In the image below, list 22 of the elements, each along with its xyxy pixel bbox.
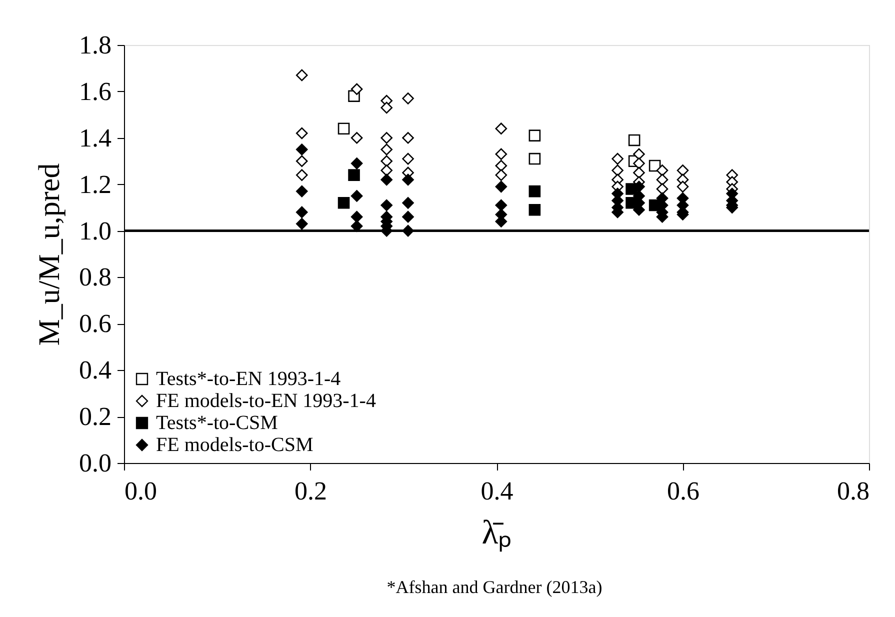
y-tick-label: 0.0	[79, 448, 112, 478]
y-tick-label: 1.6	[79, 76, 112, 106]
x-tick-label: 0.4	[480, 476, 514, 506]
legend-label: FE models-to-CSM	[156, 434, 314, 456]
y-tick-label: 0.8	[79, 262, 112, 292]
x-tick-label: 0.6	[667, 476, 700, 506]
x-axis-title: λ̄ₚ	[482, 514, 512, 552]
y-axis-title: M_u/M_u,pred	[33, 163, 66, 346]
x-tick-label: 0.0	[124, 476, 157, 506]
y-tick-label: 1.0	[79, 216, 112, 246]
x-tick-label: 0.2	[294, 476, 327, 506]
x-tick-label: 0.8	[837, 476, 870, 506]
legend-label: Tests*-to-CSM	[156, 412, 278, 434]
y-tick-label: 1.4	[79, 123, 112, 152]
y-tick-label: 0.6	[79, 309, 112, 338]
y-tick-label: 0.4	[79, 356, 112, 385]
y-tick-label: 1.2	[79, 170, 112, 199]
y-tick-label: 0.2	[79, 402, 112, 432]
legend-label: Tests*-to-EN 1993-1-4	[156, 368, 341, 390]
legend-label: FE models-to-EN 1993-1-4	[156, 390, 376, 412]
y-tick-label: 1.8	[79, 30, 112, 60]
text: *Afshan and Gardner (2013a)	[386, 577, 602, 597]
